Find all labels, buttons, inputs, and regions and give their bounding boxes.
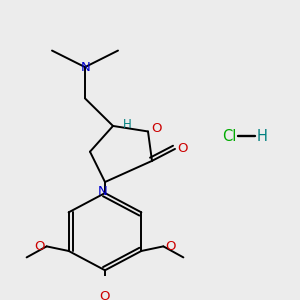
Text: H: H — [257, 129, 268, 144]
Text: H: H — [123, 118, 131, 130]
Text: O: O — [34, 240, 45, 253]
Text: O: O — [100, 290, 110, 300]
Text: N: N — [98, 185, 108, 198]
Text: Cl: Cl — [222, 129, 236, 144]
Text: O: O — [152, 122, 162, 135]
Text: O: O — [178, 142, 188, 155]
Text: O: O — [165, 240, 175, 253]
Text: N: N — [81, 61, 91, 74]
